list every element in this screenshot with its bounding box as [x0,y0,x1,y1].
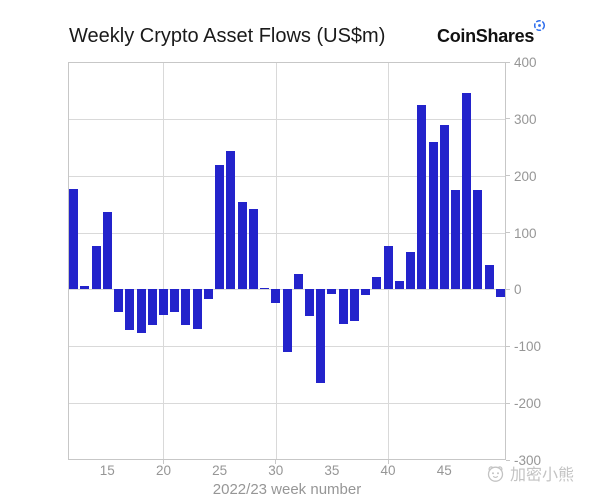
bear-icon [487,465,504,482]
y-tick-label-0: 0 [514,282,522,298]
bar-week-23 [192,289,202,330]
bar-week-24 [203,289,213,299]
x-tick-label-45: 45 [436,463,452,478]
bar-week-47 [462,92,472,290]
y-tick-mark--100 [506,345,510,347]
bar-week-39 [372,276,382,290]
bar-week-42 [406,251,416,290]
y-tick-label--300: -300 [514,453,542,468]
gridline-x-week-30 [275,63,277,459]
x-tick-label-35: 35 [324,463,340,478]
bar-week-45 [439,124,449,290]
bar-week-48 [473,189,483,290]
y-tick-mark--200 [506,402,510,404]
y-tick-mark-200 [506,175,510,177]
bar-week-37 [349,289,359,322]
bar-week-17 [125,289,135,331]
bar-week-27 [237,201,247,290]
bar-week-19 [147,289,157,325]
plot-area [68,62,506,460]
bar-week-22 [181,289,191,325]
y-tick-label-100: 100 [514,225,537,241]
y-tick-mark-300 [506,118,510,120]
bar-week-40 [383,245,393,290]
x-tick-label-20: 20 [155,463,171,478]
y-tick-label-300: 300 [514,111,537,127]
x-tick-label-15: 15 [99,463,115,478]
y-tick-label--100: -100 [514,339,542,355]
bar-week-20 [158,289,168,315]
x-tick-mark-30 [275,460,277,464]
bar-week-18 [136,289,146,333]
bar-week-34 [316,289,326,384]
bar-week-38 [361,289,371,295]
bar-week-28 [248,209,258,290]
y-tick-label-200: 200 [514,168,537,184]
bar-week-13 [80,286,90,290]
bar-week-31 [282,289,292,352]
x-axis-title: 2022/23 week number [212,481,362,498]
y-tick-mark-400 [506,61,510,63]
bar-week-44 [428,142,438,290]
x-tick-mark-20 [162,460,164,464]
bar-week-50 [495,289,505,297]
gridline-y-200 [69,175,505,177]
x-tick-mark-40 [387,460,389,464]
bar-week-26 [226,150,236,290]
y-tick-mark-0 [506,288,510,290]
y-tick-label--200: -200 [514,396,542,412]
bar-week-14 [91,246,101,290]
x-tick-label-25: 25 [212,463,228,478]
watermark: 加密小熊 [486,461,574,485]
watermark-text: 加密小熊 [510,467,575,484]
y-tick-mark-100 [506,232,510,234]
y-tick-mark--300 [506,459,510,461]
gridline-x-week-20 [163,63,165,459]
y-tick-label-400: 400 [514,55,537,70]
bar-week-25 [215,164,225,290]
bar-week-43 [417,105,427,290]
x-tick-label-40: 40 [380,463,396,478]
gridline-y-300 [69,118,505,120]
bar-week-15 [102,212,112,290]
x-tick-label-30: 30 [268,463,284,478]
bar-week-21 [170,289,180,312]
gridline-y-100 [69,232,505,234]
bar-week-30 [271,289,281,304]
bar-week-41 [394,281,404,290]
bar-week-35 [327,289,337,294]
coinshares-scan-icon [533,19,546,32]
coinshares-logo-text: CoinShares [437,26,535,46]
bar-week-16 [114,289,124,312]
bar-week-49 [484,264,494,290]
bar-week-29 [260,288,270,290]
bar-week-46 [450,189,460,290]
bar-week-33 [304,289,314,317]
bar-week-36 [338,289,348,325]
bar-week-32 [293,274,303,290]
chart-title: Weekly Crypto Asset Flows (US$m) [69,25,386,47]
gridline-y--200 [69,403,505,405]
coinshares-logo: CoinShares [437,19,546,47]
bar-week-12 [69,189,79,290]
